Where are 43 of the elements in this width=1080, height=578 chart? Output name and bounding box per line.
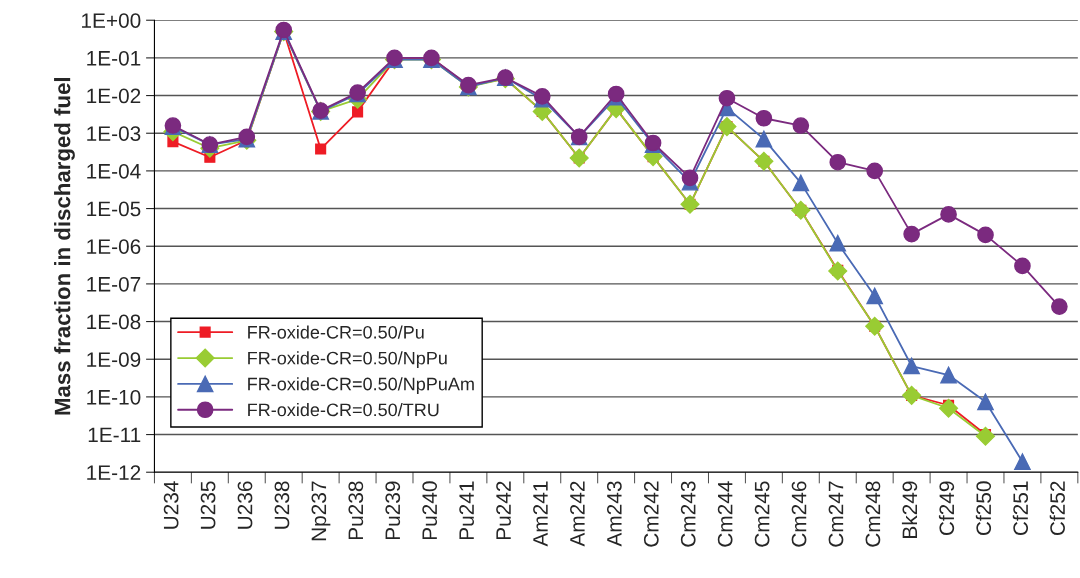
x-tick-label: Pu239 (385, 481, 401, 540)
x-tick-label: Am243 (606, 481, 622, 547)
x-tick-label: Cf251 (1012, 481, 1029, 536)
x-tick-label: U235 (200, 481, 216, 529)
x-tick-label: Pu242 (496, 481, 511, 540)
y-tick-label: 1E-08 (87, 314, 141, 330)
x-tick-label: Pu241 (459, 481, 474, 540)
x-tick-label: U236 (237, 481, 253, 529)
y-tick-label: 1E-06 (87, 239, 141, 254)
x-tick-label: Cm244 (717, 481, 733, 547)
x-tick-label: Cm243 (680, 481, 696, 547)
x-tick-label: Cm242 (643, 481, 659, 547)
x-tick-label: Cf252 (1049, 481, 1065, 536)
x-tick-label: Pu240 (422, 481, 438, 540)
y-tick-label: 1E-05 (87, 201, 141, 217)
x-tick-label: Pu238 (348, 481, 364, 540)
x-tick-label: Am241 (533, 481, 548, 547)
y-tick-label: 1E-11 (88, 427, 141, 443)
legend-label: FR-oxide-CR=0.50/TRU (248, 402, 439, 417)
x-tick-label: U238 (274, 481, 290, 529)
legend-label: FR-oxide-CR=0.50/Pu (248, 325, 424, 339)
legend-label: FR-oxide-CR=0.50/NpPuAm (248, 377, 474, 394)
y-axis-title: Mass fraction in discharged fuel (54, 78, 75, 415)
y-tick-label: 1E-04 (87, 163, 141, 179)
y-tick-label: 1E-10 (87, 389, 141, 405)
x-tick-label: Cm247 (828, 481, 844, 547)
x-tick-label: Np237 (311, 481, 331, 541)
y-tick-label: 1E-07 (87, 276, 141, 292)
x-tick-label: Am242 (570, 481, 585, 547)
y-tick-label: 1E-03 (87, 126, 141, 141)
x-tick-label: Cf250 (975, 481, 992, 536)
x-tick-label: Cf249 (938, 481, 955, 536)
y-tick-label: 1E-02 (87, 88, 141, 104)
x-tick-label: Cm248 (865, 481, 881, 547)
legend-label: FR-oxide-CR=0.50/NpPu (248, 351, 447, 369)
y-tick-label: 1E-09 (87, 352, 141, 367)
x-tick-label: Bk249 (901, 481, 918, 538)
x-tick-label: Cm246 (791, 481, 807, 547)
y-tick-label: 1E-12 (87, 465, 141, 480)
x-tick-label: Cm245 (754, 481, 770, 547)
y-tick-label: 1E+00 (82, 13, 141, 28)
y-tick-label: 1E-01 (87, 50, 141, 66)
x-tick-label: U234 (163, 481, 179, 529)
